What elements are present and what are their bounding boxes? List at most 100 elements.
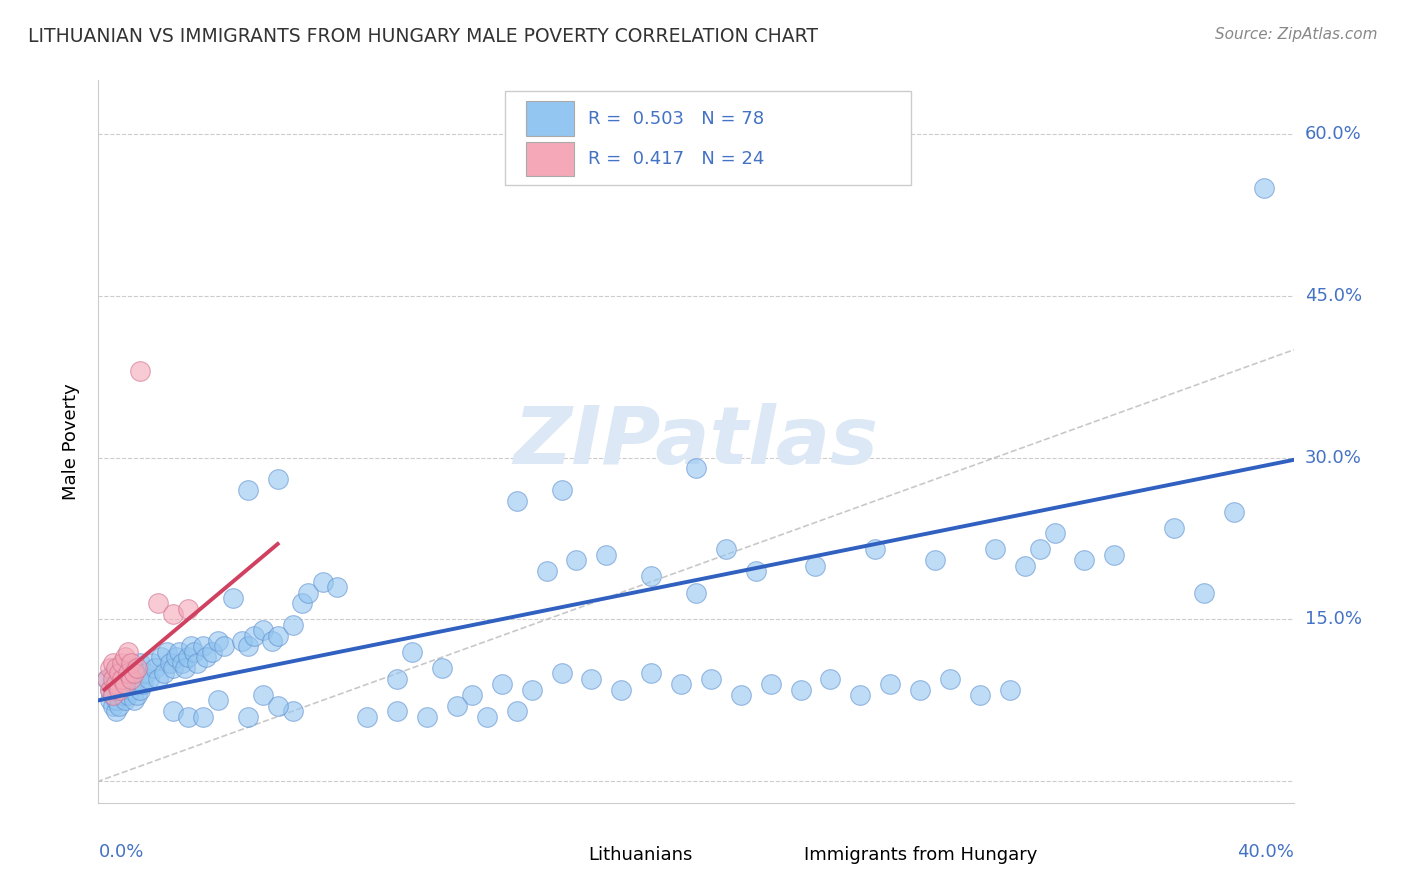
Point xyxy=(475,709,498,723)
Point xyxy=(177,709,200,723)
Point xyxy=(281,618,304,632)
Point xyxy=(281,704,304,718)
Point xyxy=(103,688,125,702)
Point xyxy=(550,483,572,497)
Point xyxy=(124,677,146,691)
Point xyxy=(595,548,617,562)
Bar xyxy=(526,142,574,177)
Bar xyxy=(526,101,574,136)
Point xyxy=(1043,526,1066,541)
Point xyxy=(111,688,134,702)
Point xyxy=(167,645,190,659)
Point xyxy=(111,656,134,670)
Point xyxy=(356,709,378,723)
Point xyxy=(506,493,529,508)
Point xyxy=(114,693,136,707)
Point xyxy=(491,677,513,691)
Point xyxy=(446,698,468,713)
Point xyxy=(430,661,453,675)
Point xyxy=(745,564,768,578)
Point xyxy=(231,634,253,648)
Point xyxy=(1028,542,1050,557)
Point xyxy=(96,672,118,686)
Y-axis label: Male Poverty: Male Poverty xyxy=(62,384,80,500)
Point xyxy=(267,472,290,486)
Point xyxy=(939,672,962,686)
Point xyxy=(105,704,128,718)
Point xyxy=(117,666,139,681)
Point xyxy=(111,677,134,691)
Point xyxy=(506,704,529,718)
Text: Immigrants from Hungary: Immigrants from Hungary xyxy=(804,846,1036,863)
Point xyxy=(124,666,146,681)
Point xyxy=(804,558,827,573)
Point xyxy=(550,666,572,681)
Point xyxy=(105,661,128,675)
Point xyxy=(222,591,245,605)
Point xyxy=(180,640,202,654)
Point xyxy=(201,645,224,659)
Point xyxy=(685,585,707,599)
Point xyxy=(461,688,484,702)
Point xyxy=(252,624,274,638)
Point xyxy=(267,698,290,713)
Point xyxy=(162,704,184,718)
Point xyxy=(536,564,558,578)
Point xyxy=(135,666,157,681)
Text: R =  0.503   N = 78: R = 0.503 N = 78 xyxy=(589,110,765,128)
Point xyxy=(111,661,134,675)
Point xyxy=(849,688,872,702)
Point xyxy=(177,650,200,665)
Point xyxy=(243,629,266,643)
Point xyxy=(177,601,200,615)
Point xyxy=(416,709,439,723)
Point xyxy=(311,574,333,589)
Text: LITHUANIAN VS IMMIGRANTS FROM HUNGARY MALE POVERTY CORRELATION CHART: LITHUANIAN VS IMMIGRANTS FROM HUNGARY MA… xyxy=(28,27,818,45)
Point xyxy=(236,640,259,654)
Text: Source: ZipAtlas.com: Source: ZipAtlas.com xyxy=(1215,27,1378,42)
Point xyxy=(1163,521,1185,535)
Point xyxy=(879,677,901,691)
Bar xyxy=(762,842,796,868)
Point xyxy=(148,596,170,610)
Point xyxy=(908,682,931,697)
Point xyxy=(1253,181,1275,195)
Point xyxy=(120,656,142,670)
Point xyxy=(150,650,173,665)
Text: 0.0%: 0.0% xyxy=(98,843,143,861)
Point xyxy=(685,461,707,475)
Point xyxy=(96,672,118,686)
Point xyxy=(865,542,887,557)
Point xyxy=(120,672,142,686)
Point xyxy=(120,672,142,686)
Point xyxy=(103,672,125,686)
Point xyxy=(172,656,194,670)
Point xyxy=(1223,505,1246,519)
Text: 60.0%: 60.0% xyxy=(1305,125,1361,144)
Point xyxy=(520,682,543,697)
Point xyxy=(114,677,136,691)
Point xyxy=(129,682,152,697)
Point xyxy=(984,542,1007,557)
Point xyxy=(124,693,146,707)
Point xyxy=(640,569,662,583)
Point xyxy=(236,483,259,497)
Point xyxy=(103,666,125,681)
Point xyxy=(98,661,122,675)
Bar xyxy=(547,842,581,868)
Point xyxy=(640,666,662,681)
Point xyxy=(969,688,991,702)
Text: ZIPatlas: ZIPatlas xyxy=(513,402,879,481)
Point xyxy=(165,650,187,665)
Point xyxy=(117,688,139,702)
Point xyxy=(127,666,149,681)
Point xyxy=(260,634,283,648)
Point xyxy=(138,672,160,686)
Point xyxy=(103,698,125,713)
Point xyxy=(108,698,131,713)
Point xyxy=(153,666,176,681)
Point xyxy=(789,682,811,697)
Point xyxy=(117,666,139,681)
Point xyxy=(120,682,142,697)
Point xyxy=(191,640,214,654)
